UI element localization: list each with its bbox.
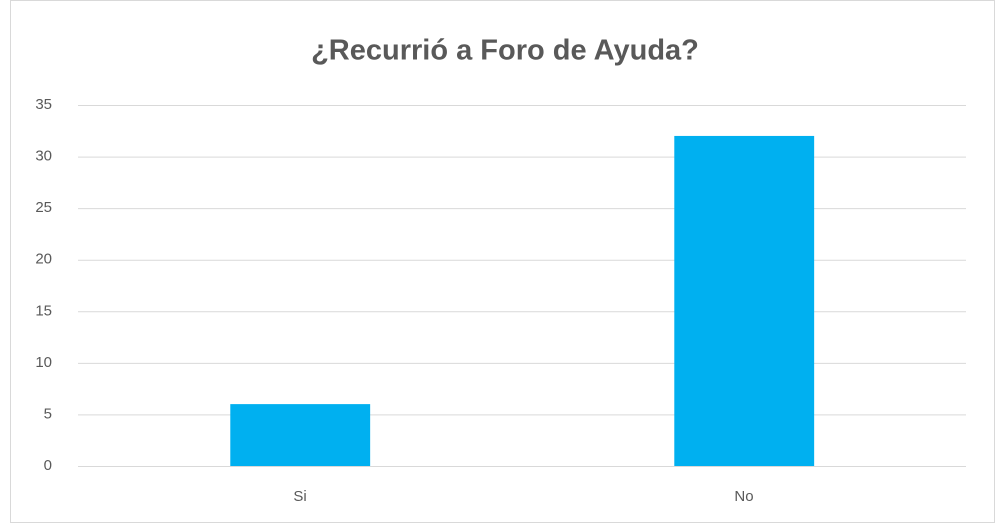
y-tick-label: 25	[35, 199, 52, 216]
x-tick-label: Si	[293, 488, 306, 505]
y-tick-label: 5	[44, 405, 52, 422]
y-tick-label: 15	[35, 302, 52, 319]
y-tick-label: 30	[35, 148, 52, 165]
bar	[230, 404, 371, 466]
bar	[674, 135, 815, 466]
x-tick-label: No	[734, 488, 753, 505]
y-tick-label: 10	[35, 354, 52, 371]
y-tick-label: 35	[35, 96, 52, 113]
y-tick-label: 0	[44, 457, 52, 474]
chart-border	[10, 0, 995, 523]
y-tick-label: 20	[35, 251, 52, 268]
chart-title: ¿Recurrió a Foro de Ayuda?	[311, 35, 699, 67]
